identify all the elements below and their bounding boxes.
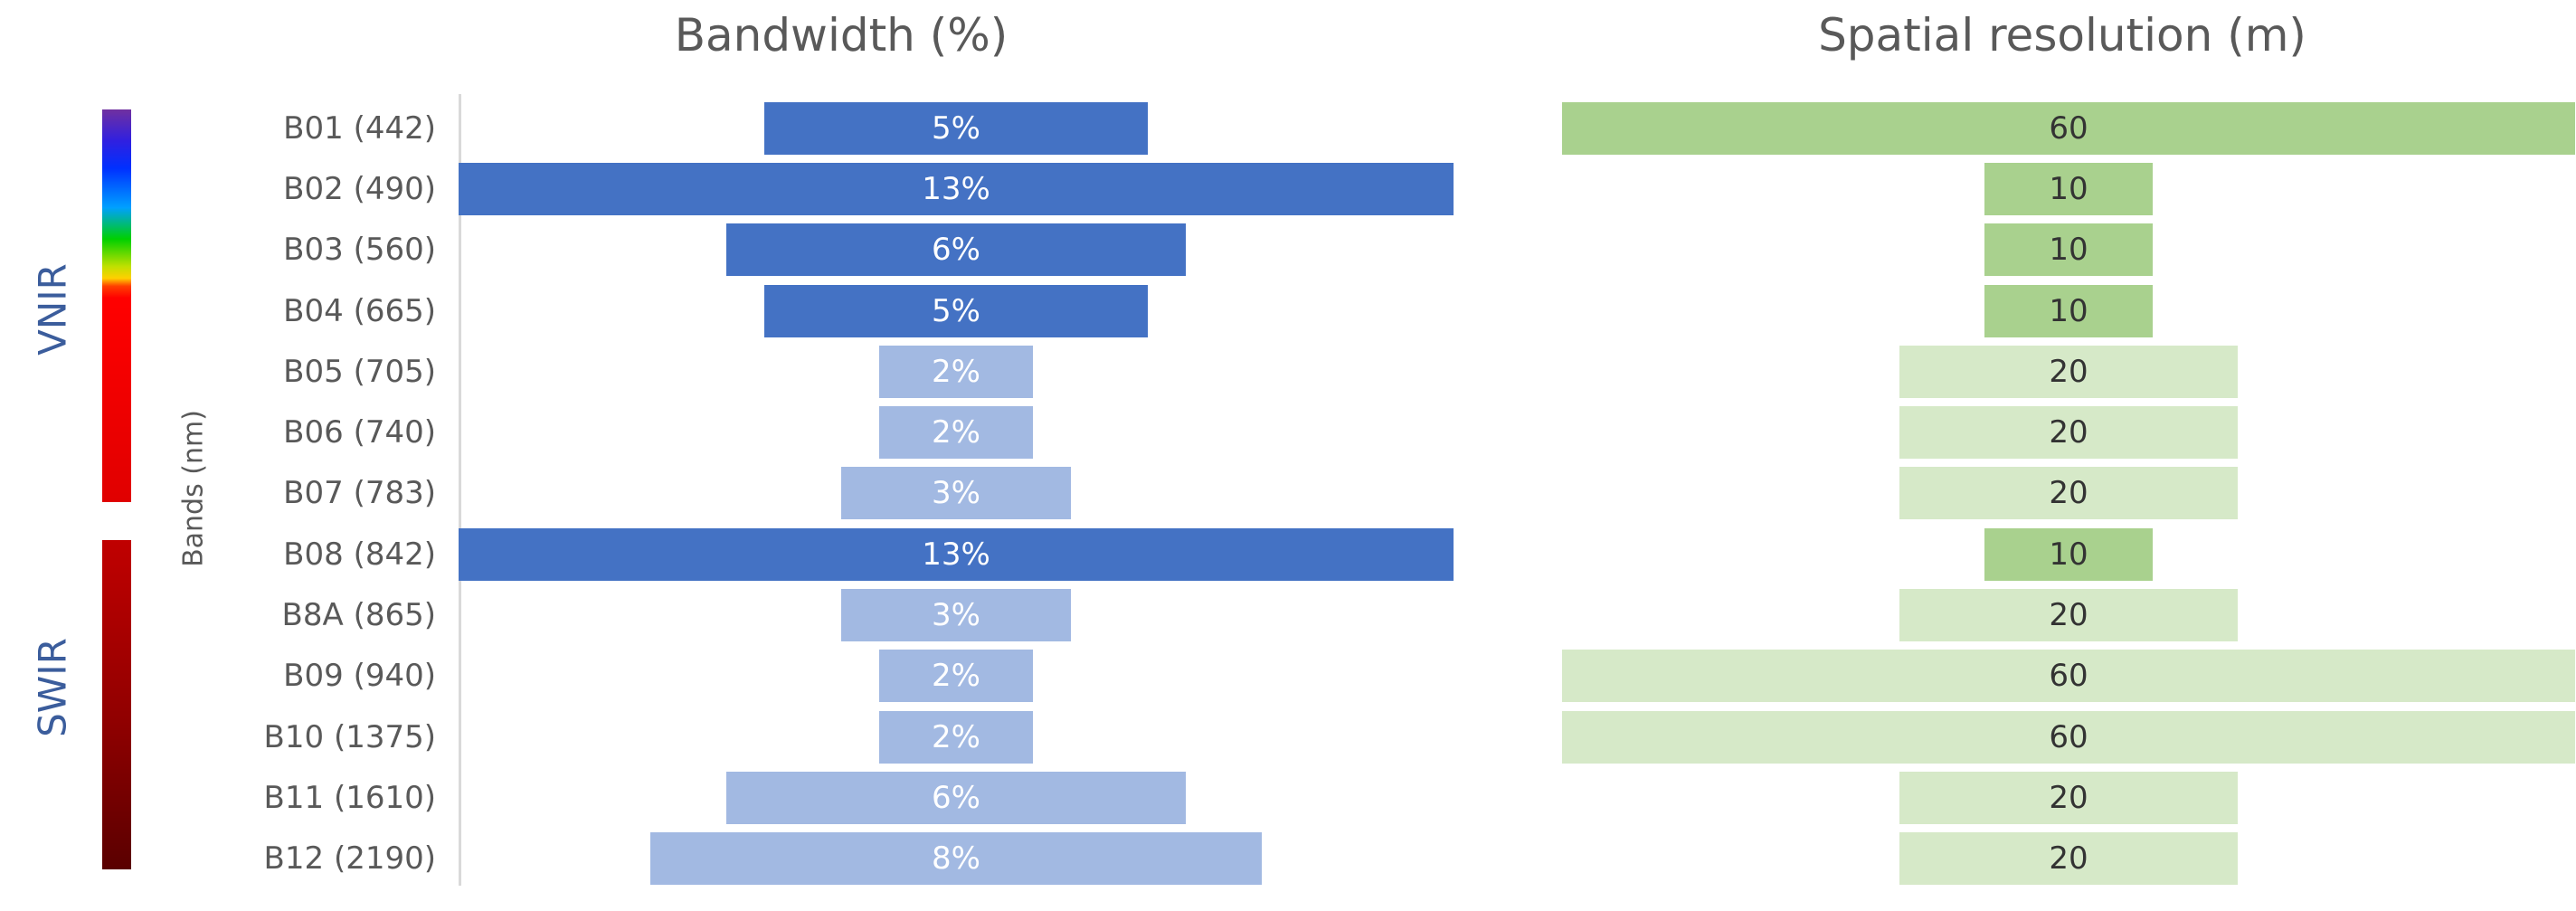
resolution-bar: 60: [1562, 710, 2575, 764]
category-label: B12 (2190): [263, 840, 436, 878]
category-label: B05 (705): [283, 353, 436, 390]
bandwidth-data-label: 13%: [922, 536, 990, 573]
resolution-bar: 10: [1984, 527, 2154, 581]
category-label: B10 (1375): [263, 718, 436, 755]
swir-spectrum-bar: [102, 540, 131, 869]
bandwidth-bar: 8%: [649, 832, 1263, 886]
resolution-bar: 20: [1899, 771, 2238, 824]
bandwidth-title: Bandwidth (%): [674, 9, 1009, 62]
bandwidth-data-label: 5%: [932, 292, 980, 329]
resolution-bar: 20: [1899, 832, 2238, 886]
resolution-bar: 20: [1899, 406, 2238, 460]
resolution-data-label: 20: [2049, 779, 2088, 816]
bandwidth-bar: 2%: [879, 406, 1033, 460]
category-label: B8A (865): [281, 597, 436, 634]
category-label: B07 (783): [283, 475, 436, 512]
category-label: B02 (490): [283, 170, 436, 207]
bandwidth-bar: 6%: [726, 223, 1186, 277]
resolution-data-label: 20: [2049, 597, 2088, 634]
bandwidth-bar: 13%: [459, 162, 1454, 215]
bandwidth-data-label: 2%: [932, 353, 980, 390]
y-axis-title: Bands (nm): [177, 410, 210, 567]
category-label: B06 (740): [283, 414, 436, 451]
resolution-data-label: 60: [2049, 658, 2088, 695]
category-label: B03 (560): [283, 232, 436, 269]
resolution-data-label: 10: [2049, 232, 2088, 269]
bandwidth-data-label: 6%: [932, 232, 980, 269]
bandwidth-bar: 5%: [764, 101, 1148, 155]
bandwidth-data-label: 2%: [932, 718, 980, 755]
bandwidth-bar: 13%: [459, 527, 1454, 581]
bandwidth-axis-line: [459, 94, 461, 886]
resolution-data-label: 20: [2049, 475, 2088, 512]
bandwidth-data-label: 13%: [922, 170, 990, 207]
resolution-title: Spatial resolution (m): [1818, 9, 2306, 62]
resolution-bar: 20: [1899, 467, 2238, 520]
resolution-bar: 60: [1562, 101, 2575, 155]
bandwidth-data-label: 2%: [932, 658, 980, 695]
resolution-data-label: 60: [2049, 718, 2088, 755]
vnir-spectrum-bar: [102, 109, 131, 502]
bandwidth-bar: 2%: [879, 345, 1033, 398]
resolution-bar: 10: [1984, 223, 2154, 277]
category-label: B04 (665): [283, 292, 436, 329]
group-label-vnir: VNIR: [30, 263, 75, 356]
resolution-bar: 10: [1984, 162, 2154, 215]
bandwidth-bar: 3%: [841, 467, 1071, 520]
bandwidth-data-label: 2%: [932, 414, 980, 451]
bandwidth-bar: 5%: [764, 284, 1148, 337]
resolution-data-label: 10: [2049, 536, 2088, 573]
resolution-data-label: 10: [2049, 292, 2088, 329]
category-label: B08 (842): [283, 536, 436, 573]
group-label-swir: SWIR: [30, 638, 75, 737]
resolution-bar: 10: [1984, 284, 2154, 337]
bandwidth-data-label: 6%: [932, 779, 980, 816]
bandwidth-data-label: 3%: [932, 597, 980, 634]
resolution-data-label: 20: [2049, 353, 2088, 390]
bandwidth-bar: 3%: [841, 589, 1071, 642]
resolution-data-label: 60: [2049, 109, 2088, 147]
bandwidth-data-label: 3%: [932, 475, 980, 512]
bandwidth-data-label: 8%: [932, 840, 980, 878]
bandwidth-bar: 2%: [879, 650, 1033, 703]
bandwidth-bar: 2%: [879, 710, 1033, 764]
resolution-bar: 60: [1562, 650, 2575, 703]
resolution-bar: 20: [1899, 589, 2238, 642]
bandwidth-data-label: 5%: [932, 109, 980, 147]
category-label: B11 (1610): [263, 779, 436, 816]
resolution-bar: 20: [1899, 345, 2238, 398]
category-label: B01 (442): [283, 109, 436, 147]
resolution-data-label: 10: [2049, 170, 2088, 207]
resolution-data-label: 20: [2049, 840, 2088, 878]
bandwidth-bar: 6%: [726, 771, 1186, 824]
resolution-data-label: 20: [2049, 414, 2088, 451]
category-label: B09 (940): [283, 658, 436, 695]
